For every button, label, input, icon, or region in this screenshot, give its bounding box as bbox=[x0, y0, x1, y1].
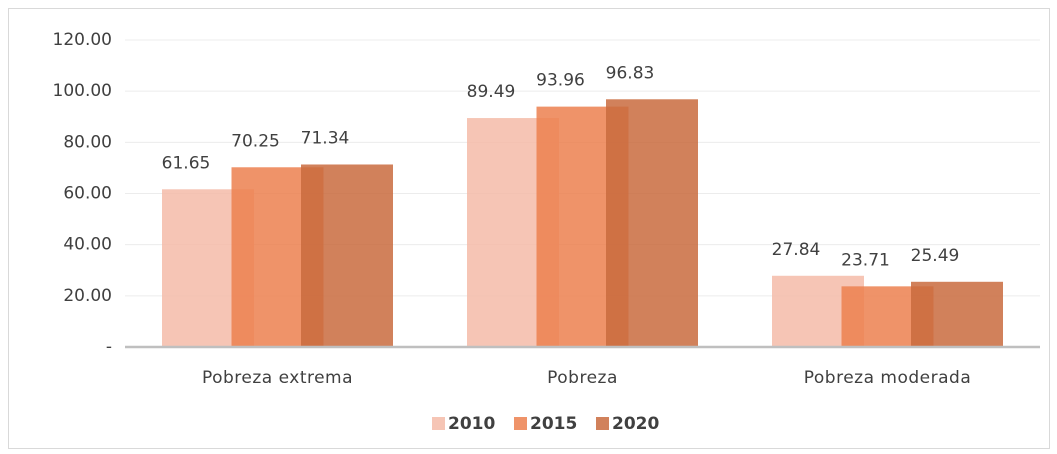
value-label: 61.65 bbox=[162, 153, 211, 173]
y-tick-label: 80.00 bbox=[63, 132, 112, 152]
value-label: 27.84 bbox=[772, 240, 821, 260]
value-label: 89.49 bbox=[467, 82, 516, 102]
value-label: 71.34 bbox=[301, 128, 350, 148]
x-tick-label: Pobreza bbox=[547, 368, 618, 388]
value-label: 93.96 bbox=[536, 71, 585, 91]
legend-label: 2020 bbox=[612, 414, 659, 434]
x-tick-label: Pobreza extrema bbox=[202, 368, 353, 388]
y-tick-label: 40.00 bbox=[63, 235, 112, 255]
legend-label: 2010 bbox=[448, 414, 495, 434]
x-tick-label: Pobreza moderada bbox=[804, 368, 971, 388]
value-label: 96.83 bbox=[606, 63, 655, 83]
value-label: 23.71 bbox=[841, 250, 890, 270]
y-tick-label: 120.00 bbox=[53, 30, 112, 50]
value-label: 70.25 bbox=[231, 131, 280, 151]
y-tick-label: - bbox=[106, 337, 112, 357]
y-tick-label: 60.00 bbox=[63, 184, 112, 204]
bar bbox=[606, 99, 698, 347]
legend-swatch bbox=[432, 417, 445, 430]
y-tick-label: 100.00 bbox=[53, 81, 112, 101]
legend-swatch bbox=[596, 417, 609, 430]
legend-label: 2015 bbox=[530, 414, 577, 434]
y-tick-label: 20.00 bbox=[63, 286, 112, 306]
value-label: 25.49 bbox=[911, 246, 960, 266]
legend-swatch bbox=[514, 417, 527, 430]
bar bbox=[301, 164, 393, 347]
bar bbox=[911, 281, 1003, 347]
